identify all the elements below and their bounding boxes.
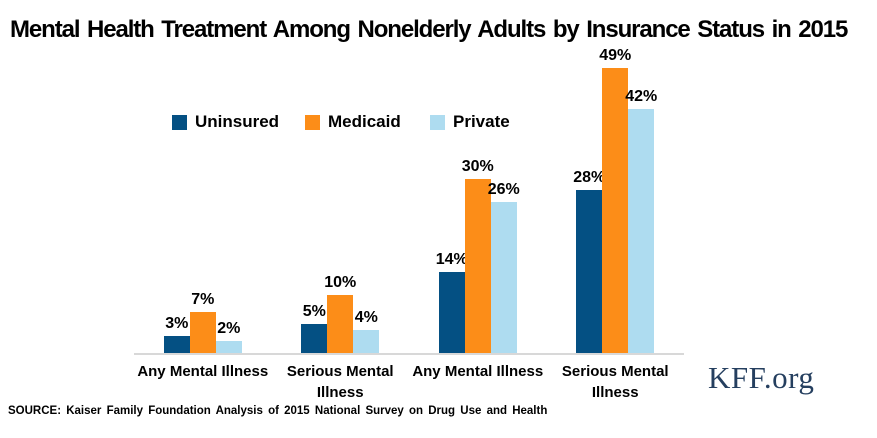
bar-group: 14% 30% 26% xyxy=(409,0,547,353)
chart-title: Mental Health Treatment Among Nonelderly… xyxy=(10,16,848,43)
x-axis-label: Any Mental Illness xyxy=(412,363,544,380)
legend: Uninsured Medicaid Private xyxy=(0,112,877,134)
legend-item-uninsured: Uninsured xyxy=(172,112,279,132)
bar-value-label: 7% xyxy=(191,291,215,309)
legend-swatch-medicaid xyxy=(305,114,320,130)
bar-private: 4% xyxy=(353,309,380,353)
x-axis-label: Serious Mental Illness xyxy=(286,363,394,401)
bar-value-label: 3% xyxy=(165,314,189,332)
x-axis-labels: Any Mental Illness Serious Mental Illness… xyxy=(134,361,684,403)
legend-label: Private xyxy=(453,112,510,131)
bar-value-label: 5% xyxy=(302,302,326,320)
bar-private: 42% xyxy=(625,88,657,353)
legend-item-medicaid: Medicaid xyxy=(305,112,401,132)
x-axis-label: Any Mental Illness xyxy=(137,363,269,380)
x-axis-line xyxy=(134,353,684,355)
bar-value-label: 14% xyxy=(435,250,468,268)
legend-label: Medicaid xyxy=(328,112,401,131)
bar-value-label: 2% xyxy=(217,320,241,338)
bar-medicaid: 10% xyxy=(324,274,356,353)
bar-uninsured: 3% xyxy=(163,315,190,353)
legend-swatch-uninsured xyxy=(172,114,187,130)
bar-value-label: 42% xyxy=(625,87,658,105)
bar-group: 5% 10% 4% xyxy=(272,0,410,353)
legend-swatch-private xyxy=(430,114,445,130)
bar-group: 28% 49% 42% xyxy=(547,0,685,353)
bar-value-label: 28% xyxy=(573,169,606,187)
bar-value-label: 4% xyxy=(354,308,378,326)
bar-uninsured: 14% xyxy=(436,251,468,353)
bar-uninsured: 5% xyxy=(301,303,328,353)
bar-value-label: 30% xyxy=(461,157,494,175)
bar-group: 3% 7% 2% xyxy=(134,0,272,353)
bar-medicaid: 49% xyxy=(599,47,631,353)
bar-private: 26% xyxy=(488,181,520,353)
bar-value-label: 49% xyxy=(599,47,632,65)
legend-item-private: Private xyxy=(430,112,510,132)
bar-value-label: 10% xyxy=(324,273,357,291)
kff-logo: KFF.org xyxy=(708,360,815,395)
bar-medicaid: 7% xyxy=(189,291,216,353)
bar-uninsured: 28% xyxy=(573,169,605,353)
legend-label: Uninsured xyxy=(195,112,280,131)
bar-medicaid: 30% xyxy=(462,158,494,353)
bar-value-label: 26% xyxy=(487,180,520,198)
plot-area: 3% 7% 2% 5% 10% 4% 14% 30% 26% 28% 49% 42% xyxy=(134,0,684,353)
source-note: SOURCE: Kaiser Family Foundation Analysi… xyxy=(8,405,548,417)
x-axis-label: Serious Mental Illness xyxy=(561,363,669,401)
bar-private: 2% xyxy=(215,320,242,353)
